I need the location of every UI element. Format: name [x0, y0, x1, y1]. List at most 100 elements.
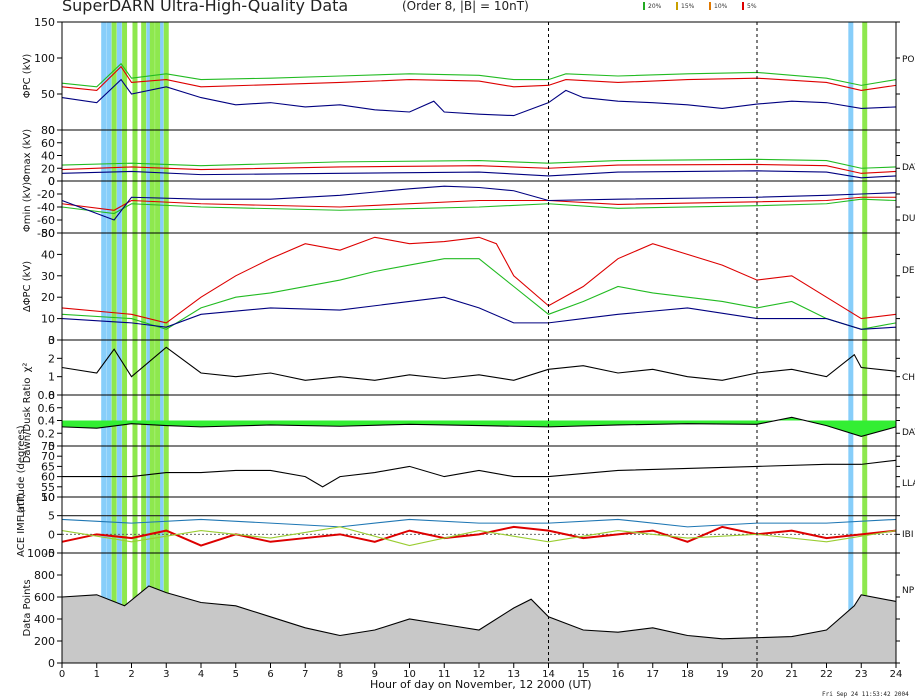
legend-label: 10%: [714, 3, 728, 10]
legend-item: 10%: [709, 2, 727, 10]
x-tick-label: 2: [128, 669, 134, 680]
x-tick-label: 4: [198, 669, 204, 680]
x-tick-label: 3: [163, 669, 169, 680]
x-tick-label: 24: [890, 669, 903, 680]
x-tick-label: 0: [59, 669, 65, 680]
y-tick-label: 70: [41, 450, 55, 463]
y-tick-label: -60: [37, 214, 55, 227]
y-axis-label: Φmax (kV): [22, 129, 33, 182]
y-tick-label: 5: [48, 510, 55, 523]
y-tick-label: 20: [41, 162, 55, 175]
series-line: [61, 185, 897, 221]
x-tick-label: 22: [820, 669, 833, 680]
series-line: [61, 346, 897, 381]
series-line: [61, 258, 897, 330]
series-line: [62, 459, 897, 488]
y-tick-label: 0: [48, 440, 55, 453]
series-fill: [62, 417, 896, 437]
x-tick-label: 17: [646, 669, 659, 680]
panel-frame: [61, 129, 897, 182]
blue-event-band: [146, 22, 152, 663]
x-tick-label: 21: [785, 669, 798, 680]
y-tick-label: -40: [37, 201, 55, 214]
blue-event-band: [101, 22, 107, 663]
chart-subtitle: (Order 8, |B| = 10nT): [402, 0, 529, 13]
x-tick-label: 7: [302, 669, 308, 680]
y-tick-label: 10: [41, 313, 55, 326]
y-tick-label: 75: [41, 440, 55, 453]
y-tick-label: 0.8: [38, 389, 56, 402]
green-event-band: [132, 22, 138, 663]
series-line: [61, 585, 897, 640]
y-tick-label: 50: [41, 88, 55, 101]
panel-frame: [61, 232, 897, 341]
y-tick-label: 0: [48, 389, 55, 402]
y-tick-label: 0: [48, 334, 55, 347]
legend-swatch: [643, 2, 645, 10]
y-tick-label: 1: [48, 371, 55, 384]
y-axis-label: ACE IMF (nT): [16, 493, 27, 557]
panel-frame: [61, 496, 897, 554]
legend-item: 5%: [742, 2, 757, 10]
y-tick-label: 600: [34, 591, 55, 604]
timestamp: Fri Sep 24 11:53:42 2004: [822, 691, 909, 698]
x-tick-label: 11: [438, 669, 451, 680]
x-tick-label: 19: [716, 669, 729, 680]
legend-swatch: [709, 2, 711, 10]
panel-side-label: DE: [902, 266, 915, 276]
x-tick-label: 8: [337, 669, 343, 680]
legend-item: 20%: [643, 2, 661, 10]
y-tick-label: 10: [41, 491, 55, 504]
x-tick-label: 1: [94, 669, 100, 680]
y-axis-label: Dawn/Dusk Ratio: [22, 378, 33, 464]
x-tick-label: 13: [507, 669, 520, 680]
legend-label: 5%: [747, 3, 757, 10]
panel-side-label: DAY: [902, 163, 915, 173]
y-tick-label: 50: [41, 491, 55, 504]
panel-frame: [61, 339, 897, 396]
y-axis-label: ΔΦPC (kV): [22, 261, 33, 312]
green-event-band: [141, 22, 147, 663]
series-fill: [62, 586, 896, 663]
y-tick-label: 0: [48, 657, 55, 670]
y-tick-label: 30: [41, 270, 55, 283]
x-tick-label: 10: [403, 669, 416, 680]
blue-event-band: [158, 22, 164, 663]
green-event-band: [163, 22, 169, 663]
green-event-band: [111, 22, 117, 663]
x-tick-label: 12: [473, 669, 486, 680]
series-line: [61, 62, 897, 88]
y-tick-label: 0.6: [38, 402, 56, 415]
green-event-band: [122, 22, 128, 663]
y-tick-label: 0: [48, 528, 55, 541]
y-tick-label: 150: [34, 16, 55, 29]
y-tick-label: 100: [34, 52, 55, 65]
series-line: [61, 236, 897, 324]
chart-title: SuperDARN Ultra-High-Quality Data: [62, 0, 349, 15]
legend-swatch: [676, 2, 678, 10]
y-tick-label: 0: [48, 175, 55, 188]
green-event-band: [149, 22, 155, 663]
y-tick-label: 55: [41, 481, 55, 494]
y-tick-label: 0.2: [38, 427, 56, 440]
panel-side-label: PO PO: [902, 55, 915, 65]
series-line: [61, 198, 897, 215]
x-tick-label: 9: [372, 669, 378, 680]
y-tick-label: 60: [41, 137, 55, 150]
panel-side-label: IBI: [902, 530, 913, 540]
y-tick-label: 60: [41, 471, 55, 484]
y-tick-label: 800: [34, 569, 55, 582]
y-axis-label: Data Points: [22, 579, 33, 636]
y-axis-label: χ²: [22, 363, 33, 373]
x-tick-label: 14: [542, 669, 555, 680]
panel-side-label: DAY: [902, 428, 915, 438]
x-tick-label: 5: [233, 669, 239, 680]
legend-label: 20%: [648, 3, 662, 10]
panel-points: 0 200 400 600 800 1000 Data Points NP: [22, 547, 915, 670]
legend-item: 15%: [676, 2, 694, 10]
series-line: [61, 526, 897, 547]
green-event-band: [155, 22, 161, 663]
panel-frame: [61, 445, 897, 498]
